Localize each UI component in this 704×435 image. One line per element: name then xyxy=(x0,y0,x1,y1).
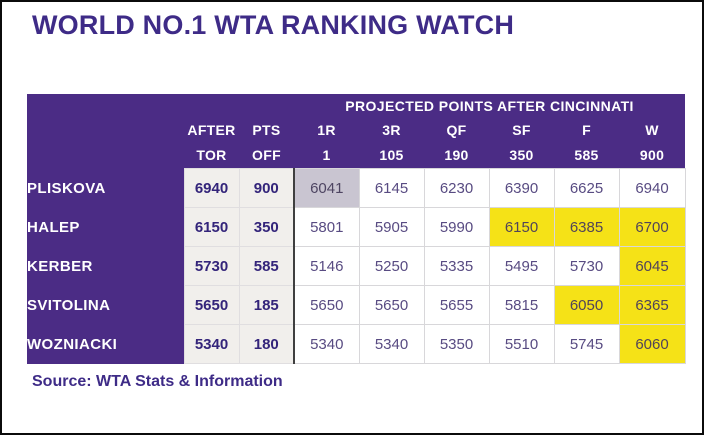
player-name: HALEP xyxy=(27,207,184,247)
pts-off-cell: 585 xyxy=(238,246,295,286)
source-note: Source: WTA Stats & Information xyxy=(32,373,283,390)
projected-cell-1r: 6041 xyxy=(293,168,360,208)
col-pts: PTS xyxy=(239,118,294,141)
projected-cell-1r: 5146 xyxy=(293,246,360,286)
projected-cell-qf: 6230 xyxy=(423,168,490,208)
projected-cell-sf: 5510 xyxy=(488,324,555,364)
after-tor-cell: 5340 xyxy=(183,324,240,364)
projected-cell-w: 6700 xyxy=(618,207,686,247)
col-w-pts: 900 xyxy=(619,141,686,169)
projected-cell-sf: 5815 xyxy=(488,285,555,325)
col-sf-pts: 350 xyxy=(489,141,554,169)
group-header-row: PROJECTED POINTS AFTER CINCINNATI xyxy=(27,94,686,118)
projected-cell-qf: 5350 xyxy=(423,324,490,364)
table-row-halep: HALEP 6150 350 5801 5905 5990 6150 6385 … xyxy=(27,207,686,247)
projected-points-header: PROJECTED POINTS AFTER CINCINNATI xyxy=(294,94,686,118)
player-name: PLISKOVA xyxy=(27,168,184,208)
col-f: F xyxy=(554,118,619,141)
player-column-spacer xyxy=(27,141,184,169)
projected-cell-3r: 5905 xyxy=(358,207,425,247)
table-row-kerber: KERBER 5730 585 5146 5250 5335 5495 5730… xyxy=(27,246,686,286)
projected-cell-f: 5745 xyxy=(553,324,620,364)
projected-cell-qf: 5335 xyxy=(423,246,490,286)
projected-cell-1r: 5650 xyxy=(293,285,360,325)
col-w: W xyxy=(619,118,686,141)
col-qf: QF xyxy=(424,118,489,141)
table-header: PROJECTED POINTS AFTER CINCINNATI AFTER … xyxy=(27,94,686,169)
projected-cell-w: 6940 xyxy=(618,168,686,208)
table-row-pliskova: PLISKOVA 6940 900 6041 6145 6230 6390 66… xyxy=(27,168,686,208)
table-row-wozniacki: WOZNIACKI 5340 180 5340 5340 5350 5510 5… xyxy=(27,324,686,364)
after-tor-cell: 5650 xyxy=(183,285,240,325)
projected-cell-f: 6050 xyxy=(553,285,620,325)
col-1r: 1R xyxy=(294,118,359,141)
player-column-spacer xyxy=(27,118,184,141)
col-pts-sub: OFF xyxy=(239,141,294,169)
col-qf-pts: 190 xyxy=(424,141,489,169)
projected-cell-f: 6385 xyxy=(553,207,620,247)
table-body: PLISKOVA 6940 900 6041 6145 6230 6390 66… xyxy=(27,168,686,364)
projected-cell-qf: 5990 xyxy=(423,207,490,247)
table-row-svitolina: SVITOLINA 5650 185 5650 5650 5655 5815 6… xyxy=(27,285,686,325)
projected-cell-f: 6625 xyxy=(553,168,620,208)
after-tor-cell: 6150 xyxy=(183,207,240,247)
col-sf: SF xyxy=(489,118,554,141)
projected-cell-3r: 5250 xyxy=(358,246,425,286)
projected-cell-3r: 5340 xyxy=(358,324,425,364)
after-tor-cell: 5730 xyxy=(183,246,240,286)
projected-cell-w: 6045 xyxy=(618,246,686,286)
col-1r-pts: 1 xyxy=(294,141,359,169)
page-title: WORLD NO.1 WTA RANKING WATCH xyxy=(32,10,515,40)
column-header-row-bottom: TOR OFF 1 105 190 350 585 900 xyxy=(27,141,686,169)
col-f-pts: 585 xyxy=(554,141,619,169)
projected-cell-qf: 5655 xyxy=(423,285,490,325)
after-tor-cell: 6940 xyxy=(183,168,240,208)
col-3r: 3R xyxy=(359,118,424,141)
col-after: AFTER xyxy=(184,118,239,141)
column-header-row-top: AFTER PTS 1R 3R QF SF F W xyxy=(27,118,686,141)
projected-cell-w: 6365 xyxy=(618,285,686,325)
ranking-table: PROJECTED POINTS AFTER CINCINNATI AFTER … xyxy=(27,94,686,364)
player-name: WOZNIACKI xyxy=(27,324,184,364)
pts-off-cell: 180 xyxy=(238,324,295,364)
col-3r-pts: 105 xyxy=(359,141,424,169)
col-after-sub: TOR xyxy=(184,141,239,169)
projected-cell-sf: 5495 xyxy=(488,246,555,286)
projected-cell-3r: 5650 xyxy=(358,285,425,325)
projected-cell-sf: 6390 xyxy=(488,168,555,208)
pts-off-cell: 900 xyxy=(238,168,295,208)
pts-off-cell: 350 xyxy=(238,207,295,247)
projected-cell-1r: 5340 xyxy=(293,324,360,364)
projected-cell-sf: 6150 xyxy=(488,207,555,247)
projected-cell-1r: 5801 xyxy=(293,207,360,247)
player-name: KERBER xyxy=(27,246,184,286)
player-name: SVITOLINA xyxy=(27,285,184,325)
pts-off-cell: 185 xyxy=(238,285,295,325)
group-header-spacer xyxy=(27,94,294,118)
projected-cell-w: 6060 xyxy=(618,324,686,364)
projected-cell-f: 5730 xyxy=(553,246,620,286)
projected-cell-3r: 6145 xyxy=(358,168,425,208)
